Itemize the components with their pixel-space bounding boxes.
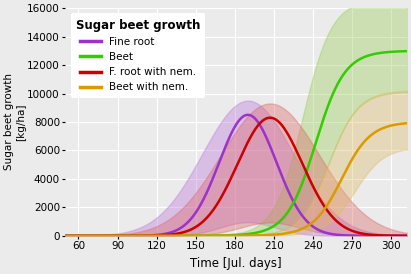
X-axis label: Time [Jul. days]: Time [Jul. days]: [190, 257, 282, 270]
Legend: Fine root, Beet, F. root with nem., Beet with nem.: Fine root, Beet, F. root with nem., Beet…: [71, 13, 206, 98]
Y-axis label: Sugar beet growth
[kg/ha]: Sugar beet growth [kg/ha]: [4, 73, 26, 170]
